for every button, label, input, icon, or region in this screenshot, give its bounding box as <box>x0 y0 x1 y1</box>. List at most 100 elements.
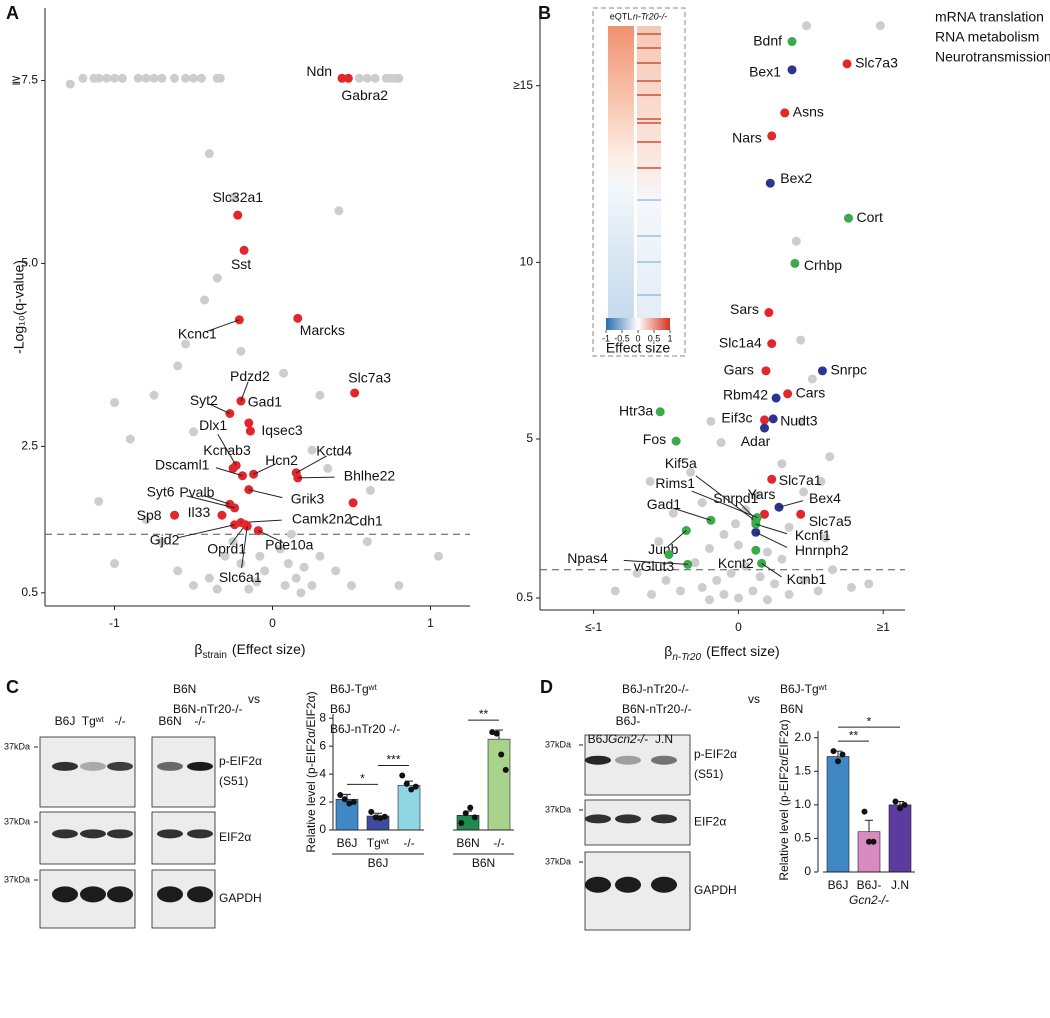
comparison-label: B6N-nTr20-/- <box>173 702 243 716</box>
leader-line <box>186 495 235 509</box>
replicate-point <box>337 792 344 799</box>
gene-label: Nudt3 <box>780 413 818 429</box>
significance-label: ** <box>849 728 859 742</box>
y-tick-label: 0 <box>804 864 811 878</box>
leader-line <box>240 381 249 402</box>
data-point <box>157 537 167 547</box>
comparison-label: B6J-Tgʷᵗ <box>780 682 827 696</box>
data-point <box>286 529 296 539</box>
leader-line <box>248 489 283 499</box>
data-point <box>279 368 289 378</box>
x-tick-label: B6J- <box>857 878 882 892</box>
x-tick-label: ≤-1 <box>585 620 603 634</box>
data-point <box>94 73 104 83</box>
gene-label: Kcnc1 <box>178 326 217 342</box>
mw-marker: 37kDa <box>545 856 571 866</box>
blot-band <box>80 886 106 903</box>
blot-band <box>107 886 133 903</box>
data-point <box>825 452 835 462</box>
replicate-point <box>368 808 375 815</box>
gene-label: Iqsec3 <box>261 422 302 438</box>
data-point <box>299 562 309 572</box>
gene-label: Bex1 <box>749 64 781 80</box>
data-point <box>802 21 812 31</box>
y-tick-label: 2.5 <box>21 439 38 453</box>
data-point <box>296 588 306 598</box>
data-point <box>664 550 674 560</box>
data-point <box>697 582 707 592</box>
y-tick-label: ≧7.5 <box>11 73 38 87</box>
data-point <box>768 414 778 424</box>
data-point <box>170 510 180 520</box>
data-point <box>196 73 206 83</box>
gene-label: Syt2 <box>190 392 218 408</box>
data-point <box>65 79 75 89</box>
gene-label: Crhbp <box>804 257 842 273</box>
heatmap-column <box>608 26 634 318</box>
data-point <box>307 581 317 591</box>
x-axis-text: (Effect size) <box>232 641 306 657</box>
x-axis-subscript: n-Tr20 <box>672 652 701 663</box>
x-tick-label: -1 <box>109 616 120 630</box>
replicate-point <box>346 800 353 807</box>
replicate-point <box>412 783 419 790</box>
data-point <box>362 73 372 83</box>
data-point <box>94 496 104 506</box>
data-point <box>762 595 772 605</box>
x-tick-label: 0 <box>735 620 742 634</box>
mw-marker: 37kDa <box>545 804 571 814</box>
data-point <box>236 346 246 356</box>
leader-line <box>295 455 327 474</box>
replicate-point <box>830 748 837 755</box>
data-point <box>370 73 380 83</box>
blot-membrane <box>39 736 136 808</box>
colorbar-tick-label: -1 <box>602 333 610 343</box>
data-point <box>181 339 191 349</box>
data-point <box>110 398 120 408</box>
data-point <box>820 533 830 543</box>
data-point <box>842 59 852 69</box>
replicate-point <box>839 751 846 758</box>
leader-line <box>297 476 335 479</box>
colorbar-tick-label: 0.5 <box>648 333 661 343</box>
gene-label: Hnrnph2 <box>795 542 849 558</box>
data-point <box>110 73 120 83</box>
heatmap-stripes <box>637 33 661 169</box>
blot-row-label: p-EIF2α <box>219 754 262 768</box>
gene-label: Fos <box>643 431 666 447</box>
blot-band <box>585 755 611 765</box>
heatmap-inset <box>592 7 686 357</box>
gene-label: Adar <box>741 433 771 449</box>
y-tick-label: 0 <box>319 822 326 836</box>
blot-band <box>585 814 611 824</box>
gene-label: Gjd2 <box>150 531 180 547</box>
bar <box>888 804 912 873</box>
x-tick-sublabel: Gcn2-/- <box>849 893 889 907</box>
replicate-point <box>399 772 406 779</box>
colorbar <box>606 318 670 330</box>
heatmap-stripes <box>637 199 661 296</box>
leader-line <box>203 494 231 505</box>
data-point <box>200 295 210 305</box>
leader-line <box>217 434 237 466</box>
gene-label: Htr3a <box>619 403 653 419</box>
data-point <box>796 509 806 519</box>
replicate-point <box>403 780 410 787</box>
comparison-vs: vs <box>248 692 260 706</box>
gene-label: Slc32a1 <box>212 189 263 205</box>
data-point <box>784 522 794 532</box>
gene-label: Kcnt2 <box>718 555 754 571</box>
x-axis-text: (Effect size) <box>706 643 780 659</box>
gene-label: Gabra2 <box>341 87 388 103</box>
lane-label: -/- <box>114 714 125 728</box>
data-point <box>771 393 781 403</box>
bar <box>857 831 881 873</box>
data-point <box>236 559 246 569</box>
y-tick-label: 4 <box>319 766 326 780</box>
gene-label: Hcn2 <box>265 452 298 468</box>
x-axis-title: βn-Tr20 (Effect size) <box>664 643 779 663</box>
blot-band <box>585 876 611 893</box>
data-point <box>133 73 143 83</box>
significance-label: *** <box>386 753 400 767</box>
replicate-point <box>866 838 872 845</box>
